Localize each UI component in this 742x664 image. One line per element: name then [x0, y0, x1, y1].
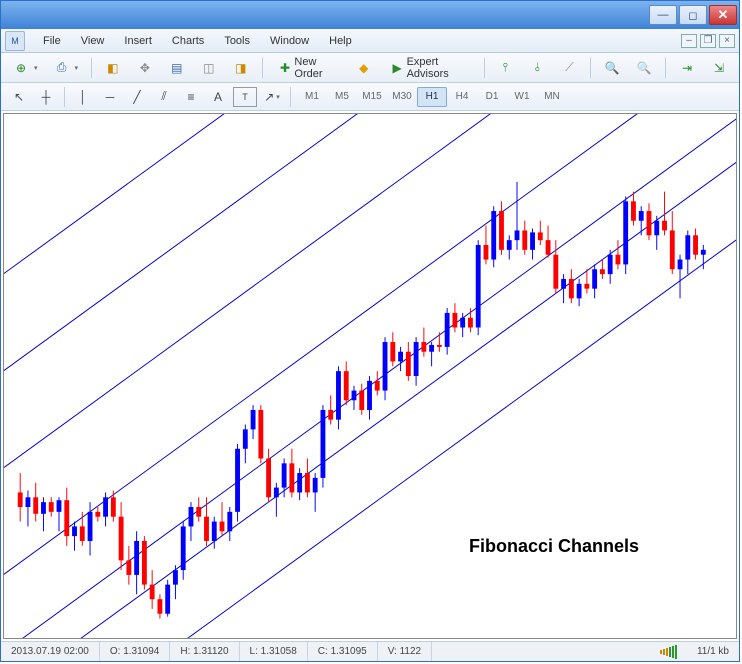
- templates-button[interactable]: ⟋: [555, 57, 583, 79]
- new-order-button[interactable]: ✚New Order: [270, 57, 346, 79]
- timeframe-m5[interactable]: M5: [327, 87, 357, 107]
- menu-help[interactable]: Help: [319, 32, 362, 50]
- status-high: H: 1.31120: [170, 642, 239, 661]
- navigator-button[interactable]: ✥: [131, 57, 159, 79]
- profiles-button[interactable]: ⎙▾: [48, 57, 85, 79]
- zoom-out-button[interactable]: 🔍: [630, 57, 658, 79]
- main-toolbar: ⊕▾ ⎙▾ ◧ ✥ ▤ ◫ ◨ ✚New Order ◆ ▶Expert Adv…: [1, 53, 739, 83]
- maximize-button[interactable]: ◻: [679, 5, 707, 25]
- fibonacci-tool[interactable]: ≡: [179, 87, 203, 107]
- text-label-tool[interactable]: T: [233, 87, 257, 107]
- terminal-button[interactable]: ▤: [163, 57, 191, 79]
- price-chart: [4, 114, 736, 638]
- market-watch-button[interactable]: ◧: [99, 57, 127, 79]
- indicator-list-button[interactable]: ⫯: [491, 57, 519, 79]
- timeframe-mn[interactable]: MN: [537, 87, 567, 107]
- periodicity-button[interactable]: ⫰: [523, 57, 551, 79]
- chart-annotation: Fibonacci Channels: [469, 536, 639, 557]
- timeframe-m30[interactable]: M30: [387, 87, 417, 107]
- crosshair-tool[interactable]: ┼: [34, 87, 58, 107]
- chart-area[interactable]: Fibonacci Channels: [3, 113, 737, 639]
- drawing-toolbar: ↖ ┼ │ ─ ╱ ⫽ ≡ A T ↗▾ M1M5M15M30H1H4D1W1M…: [1, 83, 739, 111]
- menu-tools[interactable]: Tools: [214, 32, 260, 50]
- timeframe-h1[interactable]: H1: [417, 87, 447, 107]
- text-tool[interactable]: A: [206, 87, 230, 107]
- data-window-button[interactable]: ◨: [227, 57, 255, 79]
- mdi-restore-button[interactable]: ❐: [700, 34, 716, 48]
- vertical-line-tool[interactable]: │: [71, 87, 95, 107]
- metaquotes-button[interactable]: ◆: [350, 57, 378, 79]
- strategy-tester-button[interactable]: ◫: [195, 57, 223, 79]
- menubar: M FileViewInsertChartsToolsWindowHelp – …: [1, 29, 739, 53]
- status-volume: V: 1122: [378, 642, 432, 661]
- cursor-tool[interactable]: ↖: [7, 87, 31, 107]
- mdi-minimize-button[interactable]: –: [681, 34, 697, 48]
- mdi-close-button[interactable]: ×: [719, 34, 735, 48]
- status-low: L: 1.31058: [240, 642, 308, 661]
- status-time: 2013.07.19 02:00: [1, 642, 100, 661]
- menu-view[interactable]: View: [71, 32, 115, 50]
- expert-advisors-button[interactable]: ▶Expert Advisors: [382, 57, 477, 79]
- titlebar: — ◻ ✕: [1, 1, 739, 29]
- new-chart-button[interactable]: ⊕▾: [7, 57, 44, 79]
- menu-charts[interactable]: Charts: [162, 32, 214, 50]
- horizontal-line-tool[interactable]: ─: [98, 87, 122, 107]
- app-window: — ◻ ✕ M FileViewInsertChartsToolsWindowH…: [0, 0, 740, 662]
- status-open: O: 1.31094: [100, 642, 170, 661]
- new-order-label: New Order: [294, 56, 336, 80]
- zoom-in-button[interactable]: 🔍: [598, 57, 626, 79]
- menu-window[interactable]: Window: [260, 32, 319, 50]
- trendline-tool[interactable]: ╱: [125, 87, 149, 107]
- menu-file[interactable]: File: [33, 32, 71, 50]
- timeframe-h4[interactable]: H4: [447, 87, 477, 107]
- timeframe-d1[interactable]: D1: [477, 87, 507, 107]
- status-close: C: 1.31095: [308, 642, 378, 661]
- timeframe-w1[interactable]: W1: [507, 87, 537, 107]
- shift-end-button[interactable]: ⇥: [673, 57, 701, 79]
- ea-label: Expert Advisors: [407, 56, 468, 80]
- status-network: 11/1 kb: [687, 642, 739, 661]
- arrows-tool[interactable]: ↗▾: [260, 87, 284, 107]
- close-button[interactable]: ✕: [709, 5, 737, 25]
- channel-tool[interactable]: ⫽: [152, 87, 176, 107]
- minimize-button[interactable]: —: [649, 5, 677, 25]
- connection-icon: [650, 642, 687, 661]
- app-icon: M: [5, 31, 25, 51]
- timeframe-m1[interactable]: M1: [297, 87, 327, 107]
- auto-scroll-button[interactable]: ⇲: [705, 57, 733, 79]
- timeframe-m15[interactable]: M15: [357, 87, 387, 107]
- menu-insert[interactable]: Insert: [114, 32, 162, 50]
- statusbar: 2013.07.19 02:00 O: 1.31094 H: 1.31120 L…: [1, 641, 739, 661]
